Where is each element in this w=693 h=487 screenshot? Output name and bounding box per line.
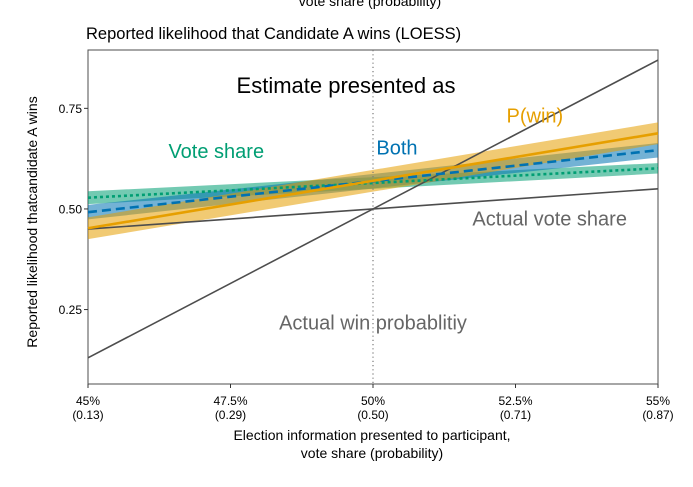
x-axis-label-line2: vote share (probability) — [301, 445, 443, 461]
clipped-top-label: vote share (probability) — [299, 0, 441, 9]
y-tick-label: 0.25 — [59, 303, 83, 317]
x-tick-sublabel: (0.13) — [72, 408, 103, 422]
y-axis: 0.25 0.50 0.75 — [59, 102, 88, 317]
y-axis-label: Reported likelihood thatcandidate A wins — [24, 96, 40, 347]
x-tick-label: 50% — [361, 394, 385, 408]
label-vote-share: Vote share — [168, 141, 264, 163]
x-tick-sublabel: (0.29) — [215, 408, 246, 422]
reference-label-2: Actual win probablitiy — [279, 313, 467, 335]
y-tick-label: 0.75 — [59, 102, 83, 116]
x-tick-label: 45% — [76, 394, 100, 408]
annotation-labels: Vote share Both P(win) Actual vote share Act… — [168, 105, 627, 334]
chart-title: Reported likelihood that Candidate A win… — [86, 25, 461, 43]
reference-lines — [87, 59, 659, 359]
x-tick-label: 47.5% — [213, 394, 247, 408]
label-pwin: P(win) — [507, 105, 564, 127]
x-tick-sublabel: (0.71) — [500, 408, 531, 422]
line-pwin — [87, 132, 659, 230]
x-tick-sublabel: (0.87) — [642, 408, 673, 422]
label-both: Both — [376, 138, 417, 160]
y-tick-label: 0.50 — [59, 202, 83, 216]
series-lines — [87, 132, 659, 230]
line-vote-share — [87, 167, 659, 199]
x-tick-label: 55% — [646, 394, 670, 408]
x-tick-sublabel: (0.50) — [357, 408, 388, 422]
x-axis-label-line1: Election information presented to partic… — [233, 427, 510, 443]
reference-line-2 — [87, 59, 659, 359]
inner-title: Estimate presented as — [237, 73, 456, 98]
x-tick-label: 52.5% — [498, 394, 532, 408]
x-axis: 45%(0.13) 47.5%(0.29) 50%(0.50) 52.5%(0.71)… — [72, 384, 674, 422]
reference-label-1: Actual vote share — [472, 208, 627, 230]
